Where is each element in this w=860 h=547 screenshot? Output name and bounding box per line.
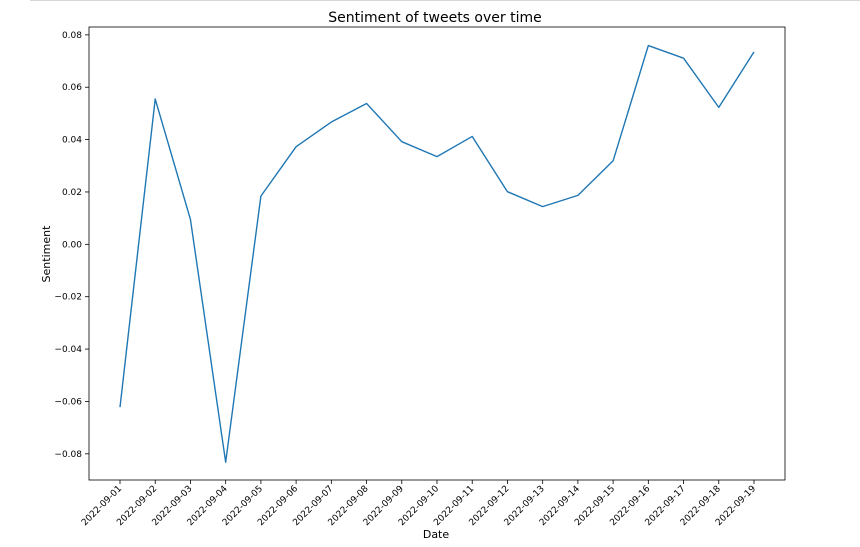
y-axis: 0.08 0.06 0.04 0.02 0.00 −0.02 −0.04 −0.06 −0.08 (54, 31, 89, 460)
y-tick-label: −0.06 (54, 397, 82, 407)
top-divider (30, 0, 860, 1)
plot-frame (88, 26, 786, 481)
y-tick-label: −0.02 (54, 293, 82, 303)
y-tick-label: 0.08 (62, 31, 82, 41)
series-layer (119, 44, 755, 463)
y-tick-label: −0.04 (54, 345, 82, 355)
y-tick-label: 0.06 (62, 83, 82, 93)
y-axis-label: Sentiment (40, 225, 53, 283)
y-tick-label: −0.08 (54, 450, 82, 460)
y-tick-label: 0.00 (62, 240, 82, 250)
y-tick-label: 0.04 (62, 136, 82, 146)
x-axis: 2022-09-012022-09-022022-09-032022-09-04… (80, 480, 758, 528)
chart-title: Sentiment of tweets over time (328, 10, 541, 26)
series-line (119, 44, 755, 463)
y-tick-label: 0.02 (62, 188, 82, 198)
x-axis-label: Date (423, 528, 450, 541)
